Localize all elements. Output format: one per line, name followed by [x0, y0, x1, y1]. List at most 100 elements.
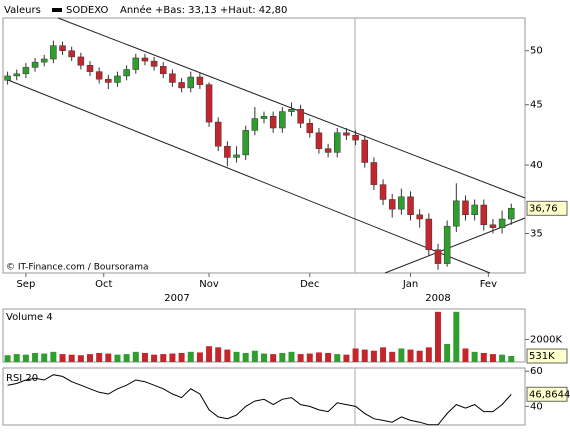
- trend-line: [7, 79, 491, 274]
- volume-bar: [444, 343, 451, 362]
- candle-body: [196, 76, 204, 85]
- candle-body: [242, 130, 249, 156]
- volume-bar: [178, 352, 185, 362]
- rsi-panel: [2, 367, 526, 426]
- volume-bar: [32, 352, 39, 362]
- candle-body: [187, 76, 194, 89]
- volume-bar: [215, 347, 222, 362]
- volume-bar: [132, 351, 139, 362]
- panel-title: RSI 20: [6, 373, 38, 384]
- panel-title: Volume 4: [6, 312, 53, 323]
- candle-body: [498, 218, 506, 228]
- volume-bar: [141, 352, 148, 362]
- volume-bar: [160, 354, 167, 362]
- candle-body: [324, 148, 332, 153]
- candle-body: [233, 154, 240, 158]
- candle-body: [31, 61, 39, 68]
- y-tick-label: 2000K: [530, 334, 562, 345]
- candle-body: [398, 196, 405, 210]
- candle-body: [141, 57, 149, 62]
- volume-bar: [462, 348, 469, 362]
- candle-body: [297, 109, 304, 124]
- candle-body: [443, 225, 451, 264]
- volume-bar: [13, 354, 20, 362]
- candle-body: [114, 75, 121, 83]
- legend-label: SODEXO: [66, 5, 108, 16]
- candle-body: [370, 162, 378, 185]
- volume-bar: [343, 354, 350, 362]
- volume-bar: [4, 355, 11, 362]
- volume-bar: [261, 353, 267, 362]
- candle-body: [508, 208, 515, 220]
- candle-body: [251, 118, 259, 131]
- candle-body: [361, 139, 368, 163]
- volume-bar: [352, 348, 359, 362]
- volume-bar: [169, 353, 176, 362]
- candle-body: [471, 204, 478, 216]
- x-tick-label: Sep: [16, 279, 35, 290]
- x-tick-label: Dec: [300, 279, 319, 290]
- candle-body: [224, 145, 231, 158]
- subtitle: Année +Bas: 33,13 +Haut: 42,80: [120, 4, 287, 16]
- volume-bar: [288, 351, 295, 362]
- candle-body: [480, 204, 488, 226]
- candle-body: [388, 199, 396, 210]
- x-tick-label: Oct: [95, 279, 112, 290]
- current-value-box: [526, 348, 568, 364]
- y-tick-label: 60: [530, 366, 543, 377]
- candle-body: [269, 115, 277, 129]
- volume-bar: [114, 354, 121, 362]
- volume-bar: [407, 349, 414, 362]
- candle-body: [379, 184, 387, 200]
- rsi-line: [7, 374, 512, 426]
- x-tick-label: Fev: [480, 279, 497, 290]
- volume-bar: [416, 350, 423, 362]
- candle-body: [288, 109, 295, 112]
- candle-body: [95, 71, 103, 80]
- current-value-label: 36,76: [529, 203, 558, 214]
- year-label: 2008: [425, 293, 450, 304]
- volume-bar: [206, 346, 213, 362]
- candle-body: [40, 58, 48, 63]
- candle-body: [425, 218, 433, 251]
- candle-body: [462, 200, 469, 216]
- volume-bar: [68, 354, 75, 362]
- volume-bar: [242, 352, 249, 362]
- source: © IT-Finance.com / Boursorama: [6, 263, 148, 273]
- volume-bar: [105, 353, 112, 362]
- x-tick-label: Jan: [402, 279, 418, 290]
- volume-bar: [480, 352, 487, 362]
- volume-bar: [151, 354, 158, 362]
- current-value-label: 46,8644: [529, 389, 570, 400]
- x-tick-label: Nov: [199, 279, 219, 290]
- candle-body: [160, 66, 167, 75]
- candle-body: [59, 45, 66, 51]
- volume-bar: [489, 354, 496, 362]
- candle-body: [86, 65, 94, 72]
- current-value-box: [526, 386, 568, 402]
- candle-body: [22, 67, 30, 75]
- volume-bar: [279, 352, 286, 362]
- volume-bar: [224, 349, 231, 362]
- volume-bar: [499, 354, 506, 362]
- volume-bar: [50, 351, 57, 362]
- legend-swatch: [52, 8, 62, 12]
- y-tick-label: 40: [530, 401, 543, 412]
- candle-body: [50, 45, 57, 60]
- volume-bar: [196, 352, 203, 362]
- candle-body: [178, 82, 185, 89]
- candle-body: [489, 224, 497, 228]
- volume-bar: [297, 354, 304, 362]
- current-value-box: [526, 200, 568, 216]
- y-tick-label: 50: [530, 46, 543, 57]
- candle-body: [169, 73, 176, 83]
- volume-bar: [435, 311, 441, 362]
- volume-bar: [425, 347, 432, 362]
- panel-title: Valeurs: [4, 5, 41, 16]
- volume-bar: [77, 355, 84, 362]
- volume-bar: [471, 351, 478, 362]
- candle-body: [306, 123, 314, 134]
- volume-bar: [389, 351, 396, 362]
- volume-bar: [59, 354, 66, 362]
